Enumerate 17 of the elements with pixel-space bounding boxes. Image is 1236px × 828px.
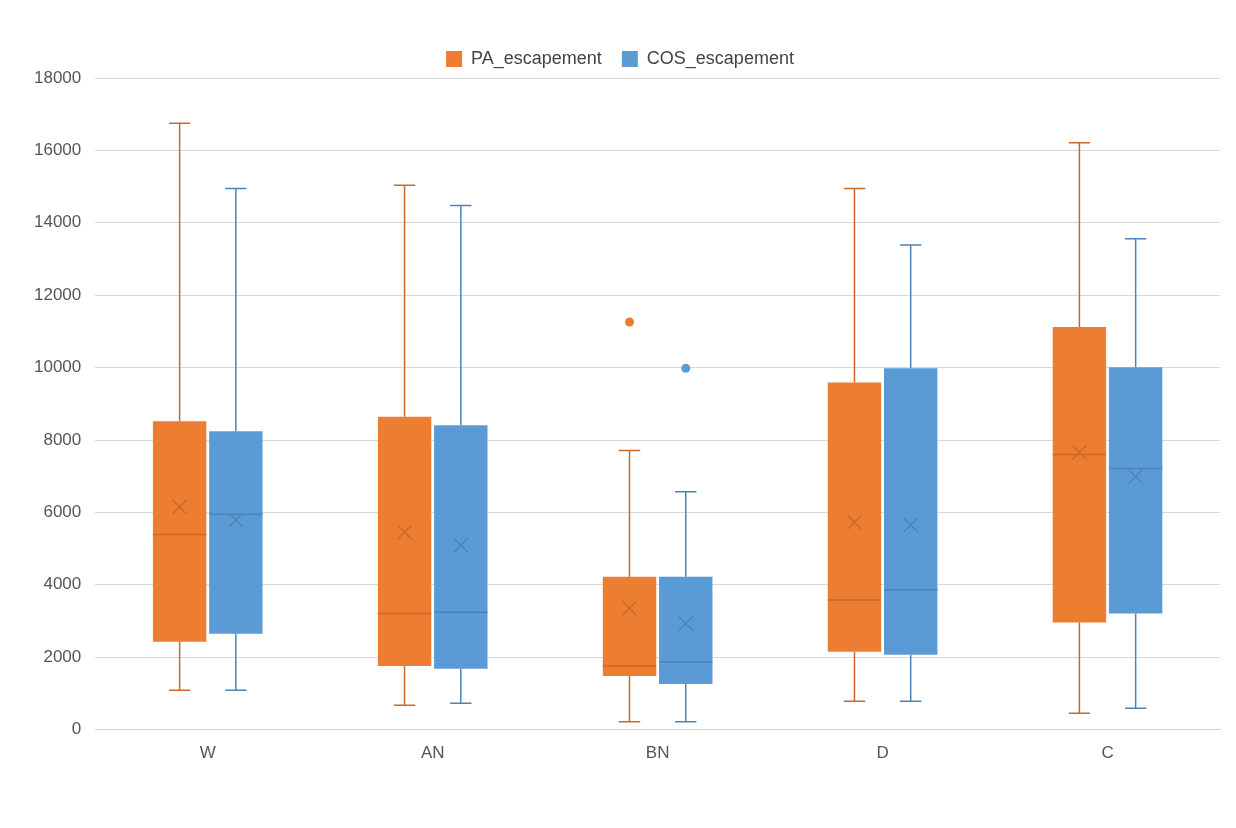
x-tick-label: AN [420,743,445,763]
x-tick-label: BN [645,743,670,763]
legend-label: PA_escapement [471,47,602,69]
x-tick-label: C [1101,743,1114,763]
y-tick-label: 8000 [43,429,82,449]
y-tick-label: 12000 [33,284,82,304]
y-tick-label: 16000 [33,140,82,160]
y-tick-label: 14000 [33,212,82,232]
y-tick-label: 18000 [33,67,82,87]
y-tick-label: 2000 [43,646,82,666]
y-tick-label: 6000 [43,502,82,522]
legend-label: COS_escapement [646,47,794,69]
y-tick-label: 10000 [33,357,82,377]
x-tick-label: D [876,743,889,763]
x-tick-label: W [199,743,216,763]
y-tick-label: 4000 [43,574,82,594]
y-tick-label: 0 [71,719,82,739]
